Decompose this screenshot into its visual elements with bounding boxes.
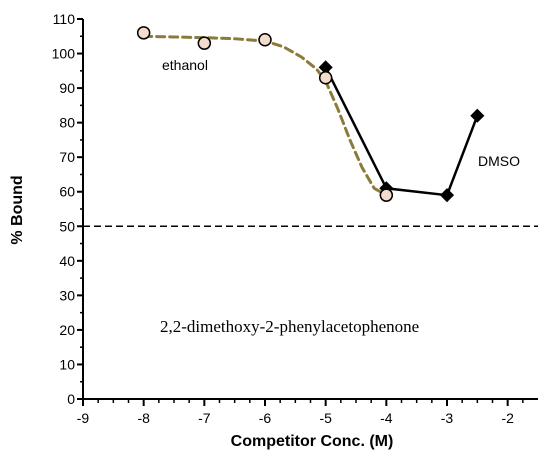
dmso-label: DMSO — [478, 153, 520, 169]
y-tick-label: 70 — [59, 149, 75, 165]
y-tick-label: 0 — [67, 391, 75, 407]
y-axis-title: % Bound — [9, 175, 26, 244]
y-tick-label: 40 — [59, 253, 75, 269]
dmso-data-point — [439, 188, 455, 203]
x-tick-label: -4 — [380, 410, 393, 426]
x-tick-label: -3 — [441, 410, 454, 426]
dmso-data-point — [470, 108, 485, 123]
dmso-series-line — [324, 66, 479, 197]
x-tick-label: -9 — [77, 410, 90, 426]
x-tick-label: -2 — [501, 410, 514, 426]
ethanol-data-point — [136, 26, 151, 40]
y-tick-label: 110 — [53, 11, 76, 27]
ethanol-data-point — [197, 36, 212, 50]
x-axis-title: Competitor Conc. (M) — [231, 433, 394, 450]
y-tick-label: 20 — [59, 322, 75, 338]
ethanol-data-point — [258, 32, 272, 47]
y-tick-label: 10 — [59, 356, 75, 372]
ethanol-data-point — [379, 188, 394, 202]
x-tick-label: -5 — [319, 410, 332, 426]
y-tick-label: 30 — [59, 287, 75, 303]
y-tick-label: 90 — [59, 80, 75, 96]
y-tick-label: 50 — [59, 218, 75, 234]
x-tick-label: -6 — [259, 410, 272, 426]
compound-label: 2,2-dimethoxy-2-phenylacetophenone — [160, 317, 419, 336]
y-tick-label: 100 — [52, 46, 76, 62]
ethanol-data-point — [318, 70, 333, 85]
x-tick-label: -8 — [137, 410, 150, 426]
ethanol-label: ethanol — [162, 57, 208, 73]
plot-layer: 0 10 20 30 40 50 60 70 80 90 100 110 -9 -8 -7 -6 -5 -4 -3 -… — [52, 11, 538, 426]
x-tick-label: -7 — [198, 410, 211, 426]
y-tick-label: 60 — [59, 184, 75, 200]
ethanol-fit-line — [142, 34, 388, 197]
y-tick-label: 80 — [59, 115, 75, 131]
